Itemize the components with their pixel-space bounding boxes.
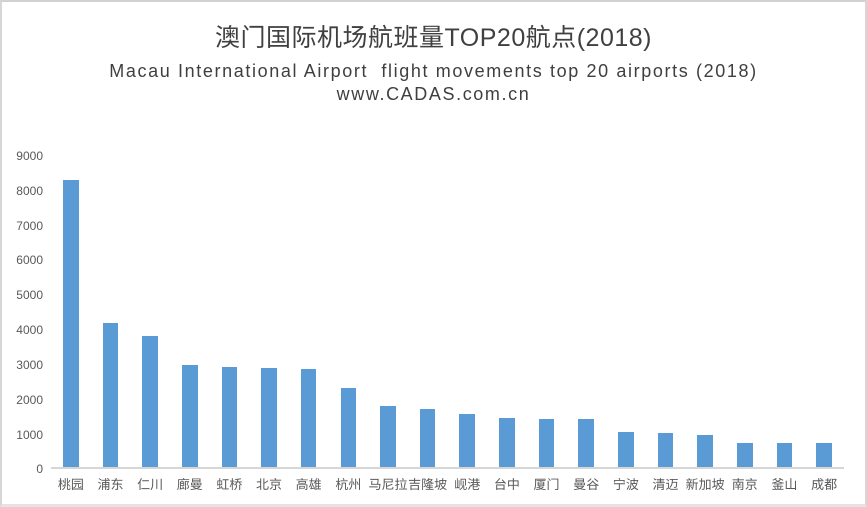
x-axis-label: 浦东 xyxy=(97,477,124,492)
y-axis-tick-label: 4000 xyxy=(16,323,43,338)
bar xyxy=(538,418,555,468)
x-axis-label: 釜山 xyxy=(771,477,798,492)
bar xyxy=(618,431,634,468)
x-axis-label: 宁波 xyxy=(612,477,639,492)
y-axis-tick-label: 8000 xyxy=(16,183,43,198)
bar xyxy=(380,406,396,468)
x-axis-label: 岘港 xyxy=(454,477,481,492)
x-axis-label: 曼谷 xyxy=(573,477,600,492)
bar xyxy=(142,336,158,468)
x-axis-line xyxy=(51,467,844,469)
x-axis-label: 仁川 xyxy=(137,477,164,492)
x-axis-label: 虹桥 xyxy=(216,477,243,492)
x-axis-label: 成都 xyxy=(811,477,838,492)
bar xyxy=(459,413,476,468)
x-axis-label: 南京 xyxy=(731,477,758,492)
watermark-url: www.CADAS.com.cn xyxy=(336,84,531,104)
bar xyxy=(181,365,198,468)
bar xyxy=(776,443,793,468)
y-axis-tick-label: 1000 xyxy=(16,427,43,442)
y-axis-tick-label: 5000 xyxy=(16,288,43,303)
bar xyxy=(300,369,317,468)
y-axis-tick-label: 3000 xyxy=(16,357,43,372)
x-axis-label: 吉隆坡 xyxy=(408,477,448,492)
chart-subtitle: Macau International Airport flight movem… xyxy=(109,61,758,81)
x-axis-label: 杭州 xyxy=(335,477,362,492)
y-axis-tick-label: 7000 xyxy=(16,218,43,233)
x-axis-label: 马尼拉 xyxy=(368,477,408,492)
y-axis-tick-label: 9000 xyxy=(16,149,43,163)
x-axis-label: 新加坡 xyxy=(685,477,725,492)
x-axis-label: 北京 xyxy=(256,477,283,492)
x-axis-label: 高雄 xyxy=(295,477,322,492)
bar xyxy=(736,442,753,468)
bar xyxy=(578,418,594,468)
x-axis-label: 台中 xyxy=(493,477,520,492)
x-axis-label: 清迈 xyxy=(652,477,679,492)
bar xyxy=(499,417,515,468)
x-axis-label: 厦门 xyxy=(533,477,560,492)
bar xyxy=(63,180,79,468)
bar xyxy=(657,432,674,468)
x-axis-label: 桃园 xyxy=(57,477,84,492)
y-axis-tick-label: 0 xyxy=(36,462,43,477)
bar xyxy=(816,443,832,468)
bar xyxy=(419,408,436,468)
bar xyxy=(697,435,713,468)
chart-title: 澳门国际机场航班量TOP20航点(2018) xyxy=(214,24,652,52)
bar xyxy=(340,388,357,468)
y-axis-tick-label: 6000 xyxy=(16,253,43,268)
y-axis-tick-label: 2000 xyxy=(16,392,43,407)
bar xyxy=(221,366,238,468)
bar xyxy=(261,368,277,468)
x-axis-label: 廊曼 xyxy=(176,477,203,492)
bar xyxy=(102,323,119,468)
